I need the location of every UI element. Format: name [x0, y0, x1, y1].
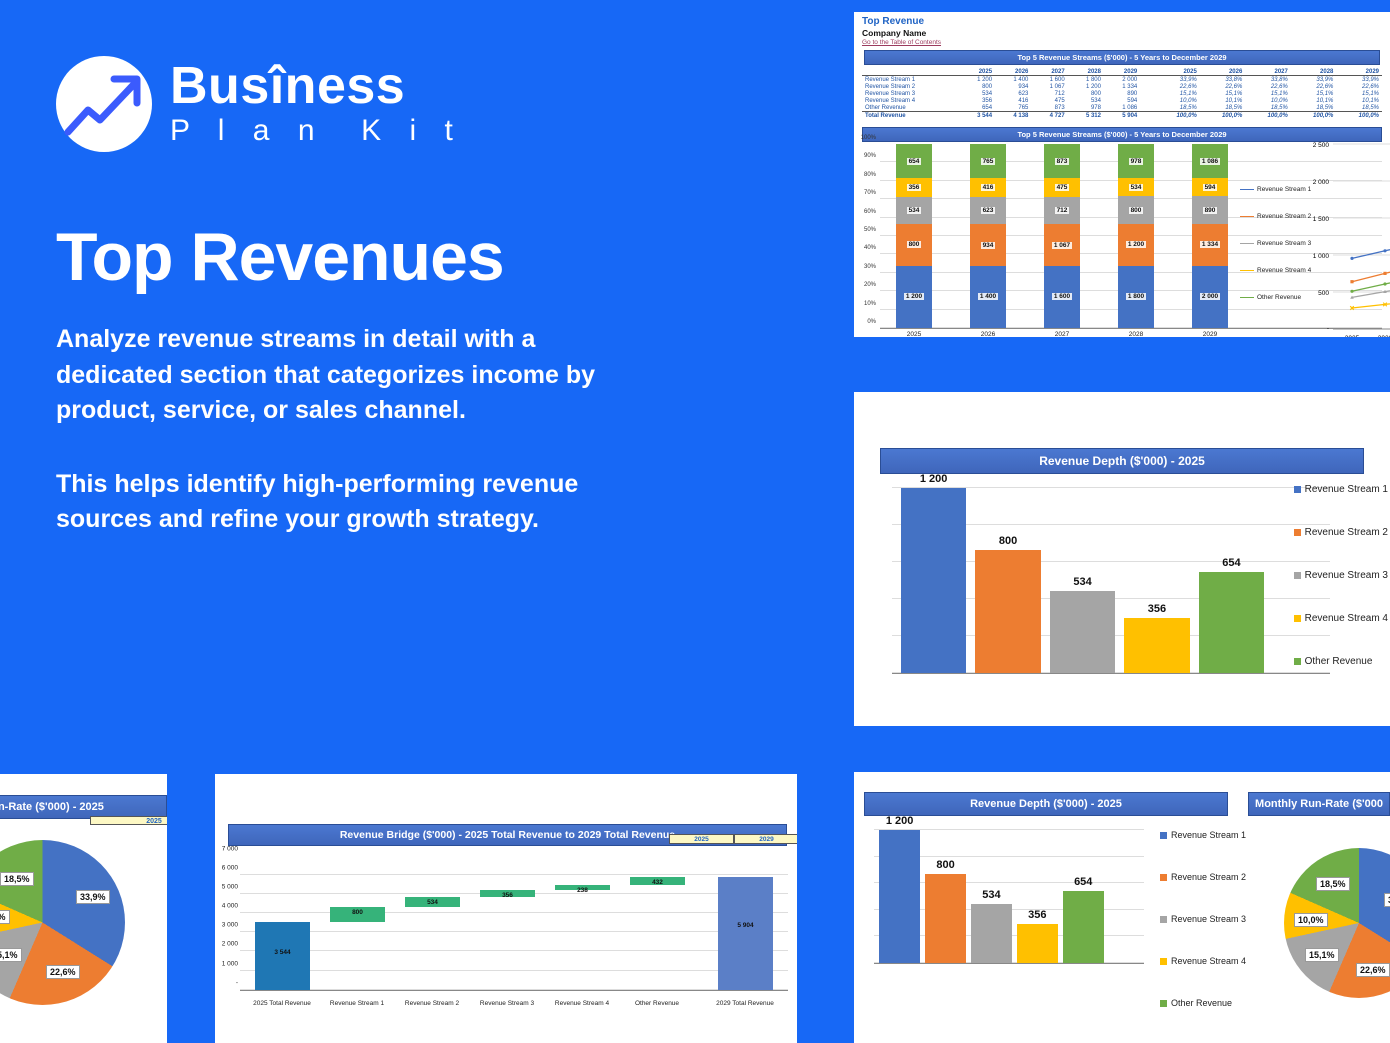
- svg-text:1 500: 1 500: [1313, 216, 1330, 223]
- svg-text:2 500: 2 500: [1313, 142, 1330, 149]
- svg-text:2 000: 2 000: [1313, 179, 1330, 186]
- svg-text:1 000: 1 000: [1313, 253, 1330, 260]
- svg-text:500: 500: [1318, 290, 1329, 297]
